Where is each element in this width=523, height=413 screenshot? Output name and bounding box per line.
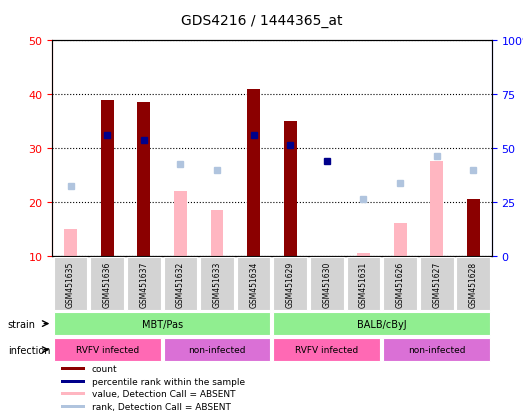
Text: count: count (92, 364, 118, 373)
Bar (64, 229, 77, 256)
Bar (467, 199, 480, 256)
Bar (101, 100, 113, 256)
Bar (247, 90, 260, 256)
Bar (61, 367, 85, 370)
Bar (430, 162, 443, 256)
FancyBboxPatch shape (127, 257, 161, 311)
Text: GSM451632: GSM451632 (176, 261, 185, 307)
FancyBboxPatch shape (90, 257, 124, 311)
Text: RVFV infected: RVFV infected (76, 345, 139, 354)
FancyBboxPatch shape (237, 257, 270, 311)
Bar (211, 210, 223, 256)
FancyBboxPatch shape (54, 338, 161, 361)
FancyBboxPatch shape (274, 257, 307, 311)
Text: GSM451636: GSM451636 (103, 261, 112, 307)
Text: GSM451628: GSM451628 (469, 261, 478, 307)
Text: infection: infection (8, 345, 50, 355)
Bar (284, 122, 297, 256)
FancyBboxPatch shape (200, 257, 234, 311)
Text: GSM451631: GSM451631 (359, 261, 368, 307)
Text: rank, Detection Call = ABSENT: rank, Detection Call = ABSENT (92, 402, 231, 411)
FancyBboxPatch shape (274, 338, 380, 361)
Text: strain: strain (8, 319, 36, 329)
Text: MBT/Pas: MBT/Pas (142, 319, 183, 329)
Bar (394, 224, 406, 256)
FancyBboxPatch shape (164, 257, 197, 311)
Text: percentile rank within the sample: percentile rank within the sample (92, 377, 245, 386)
Bar (61, 380, 85, 382)
Bar (357, 253, 370, 256)
FancyBboxPatch shape (383, 338, 490, 361)
Text: GSM451633: GSM451633 (212, 261, 222, 307)
Bar (174, 192, 187, 256)
FancyBboxPatch shape (383, 257, 417, 311)
FancyBboxPatch shape (54, 257, 87, 311)
FancyBboxPatch shape (457, 257, 490, 311)
FancyBboxPatch shape (310, 257, 344, 311)
Bar (61, 405, 85, 408)
Text: GSM451637: GSM451637 (139, 261, 149, 307)
Text: GSM451627: GSM451627 (432, 261, 441, 307)
FancyBboxPatch shape (54, 312, 270, 335)
Bar (138, 103, 150, 256)
Text: non-infected: non-infected (188, 345, 246, 354)
Text: RVFV infected: RVFV infected (295, 345, 358, 354)
Text: GSM451629: GSM451629 (286, 261, 295, 307)
Text: GSM451635: GSM451635 (66, 261, 75, 307)
Text: GSM451626: GSM451626 (395, 261, 405, 307)
FancyBboxPatch shape (420, 257, 453, 311)
Text: GSM451634: GSM451634 (249, 261, 258, 307)
Text: GSM451630: GSM451630 (322, 261, 332, 307)
FancyBboxPatch shape (164, 338, 270, 361)
Bar (61, 392, 85, 395)
Text: GDS4216 / 1444365_at: GDS4216 / 1444365_at (181, 14, 342, 28)
Text: non-infected: non-infected (408, 345, 465, 354)
Text: value, Detection Call = ABSENT: value, Detection Call = ABSENT (92, 389, 235, 399)
FancyBboxPatch shape (274, 312, 490, 335)
FancyBboxPatch shape (347, 257, 380, 311)
Text: BALB/cByJ: BALB/cByJ (357, 319, 406, 329)
